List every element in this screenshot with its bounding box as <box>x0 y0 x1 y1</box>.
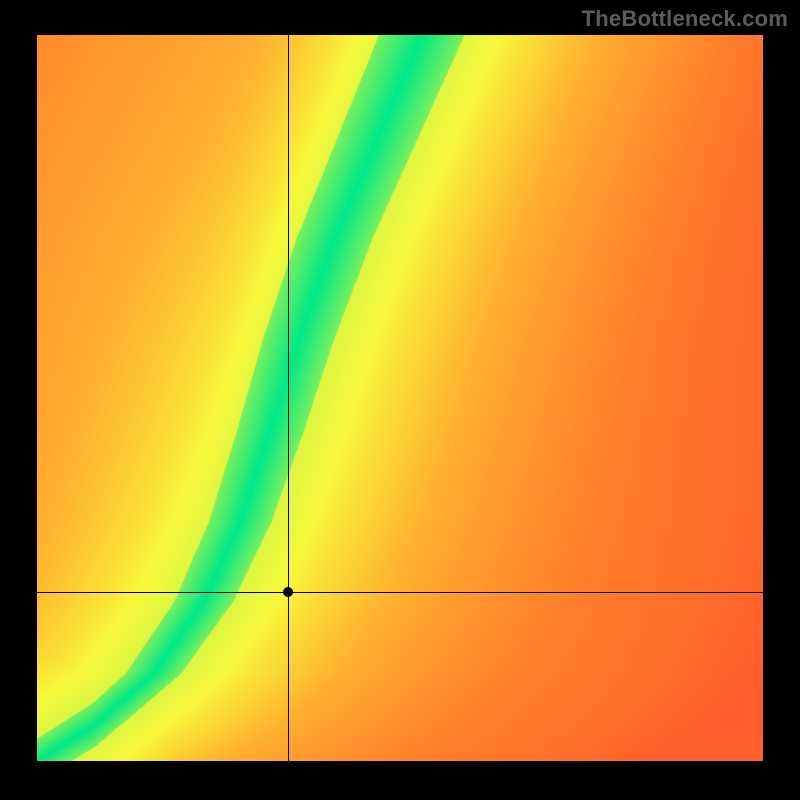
heatmap-plot-area <box>37 35 763 761</box>
crosshair-vertical <box>288 35 289 761</box>
crosshair-horizontal <box>37 592 763 593</box>
heatmap-canvas <box>37 35 763 761</box>
marker-dot <box>283 587 293 597</box>
watermark-text: TheBottleneck.com <box>582 6 788 32</box>
